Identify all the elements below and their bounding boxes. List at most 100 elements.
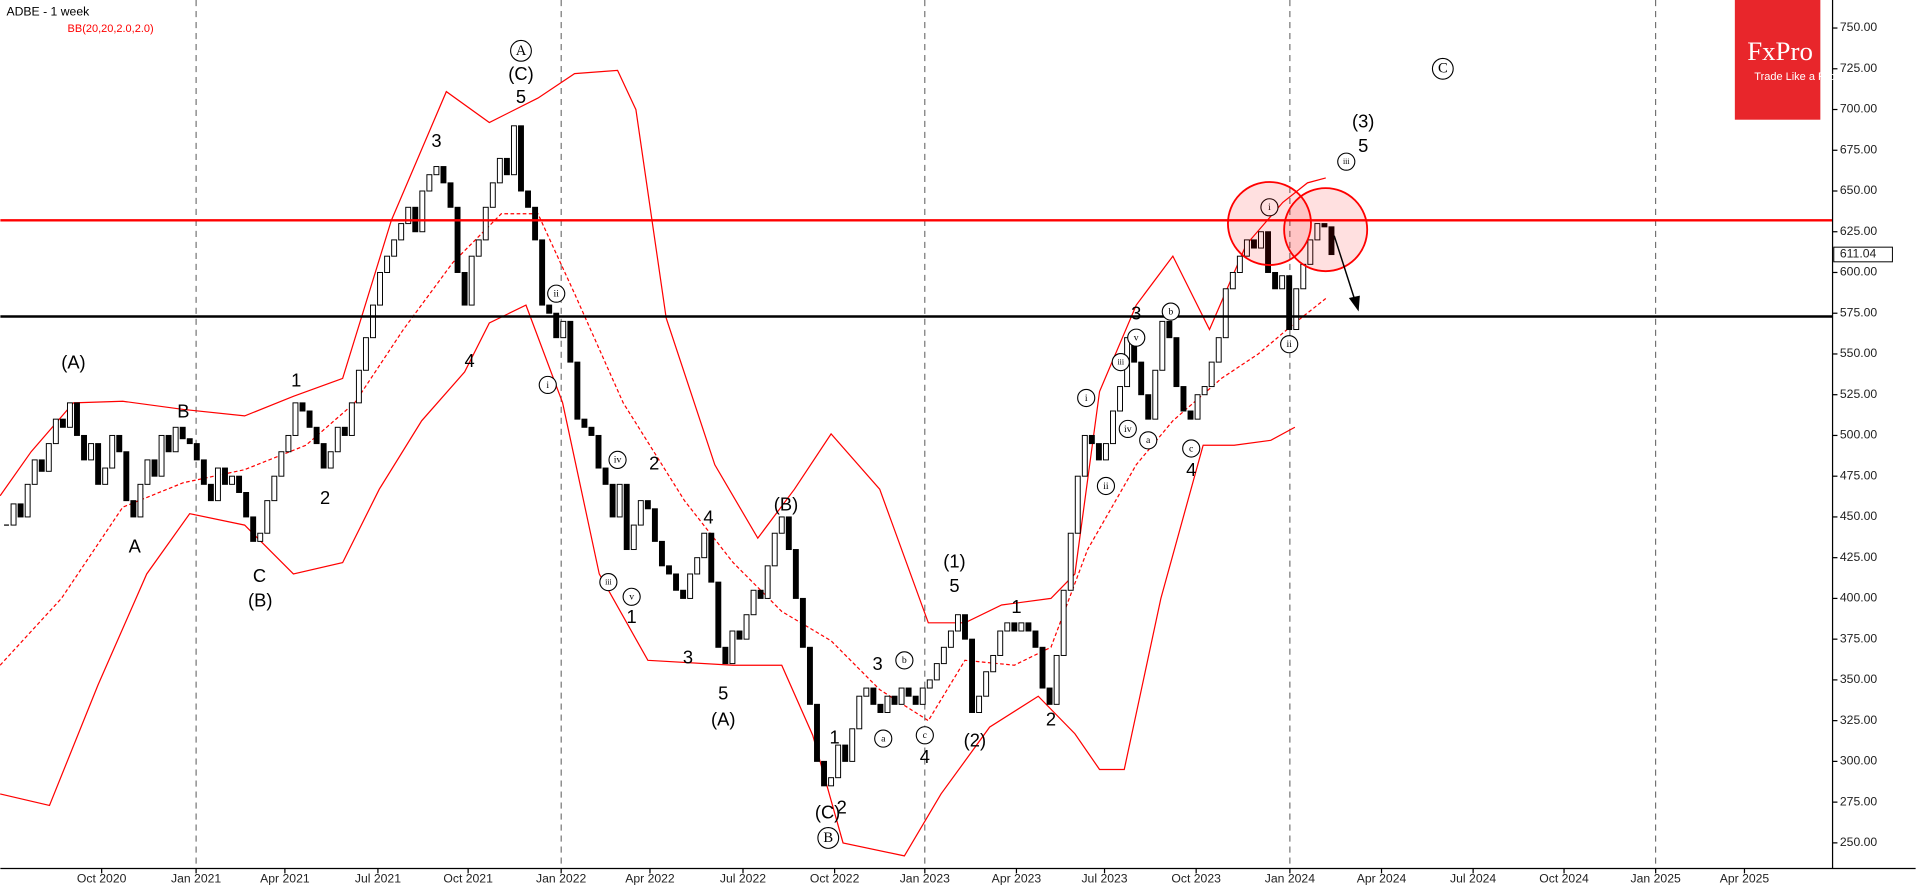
x-tick-label: Jan 2021 [171, 872, 221, 886]
candle [1117, 386, 1123, 412]
candle [179, 426, 186, 440]
candle [863, 687, 870, 697]
y-tick-label: 425.00 [1840, 550, 1878, 564]
x-tick-label: Jan 2022 [536, 872, 586, 886]
candle [355, 369, 362, 404]
candle [954, 614, 961, 632]
wave-label: (1) [943, 550, 965, 571]
candle [1258, 231, 1264, 249]
candle [102, 467, 109, 485]
candle [969, 638, 975, 713]
candle [722, 646, 729, 665]
x-tick-label: Oct 2022 [810, 872, 860, 886]
x-tick-label: Jan 2023 [900, 872, 950, 886]
candle [546, 304, 553, 314]
y-tick-label: 750.00 [1840, 20, 1878, 34]
candle [95, 443, 102, 485]
candle [1102, 443, 1109, 461]
candle [1039, 646, 1046, 689]
candle [990, 654, 997, 673]
candle [1272, 271, 1279, 290]
wave-circle [1118, 419, 1137, 439]
candle [912, 695, 919, 705]
x-tick-label: Jul 2022 [720, 872, 766, 886]
candle [701, 532, 708, 559]
candle [609, 483, 616, 518]
wave-label: 4 [464, 350, 474, 371]
candle [1222, 288, 1229, 339]
x-tick-label: Oct 2023 [1171, 872, 1221, 886]
wave-circle [510, 39, 532, 62]
wave-label: 4 [920, 746, 930, 767]
candle [785, 516, 792, 551]
candle [116, 434, 123, 453]
wave-label: a [1146, 435, 1151, 446]
candle [926, 679, 933, 689]
candle [680, 589, 687, 599]
candle [151, 459, 158, 477]
wave-label: C [1438, 61, 1448, 77]
candle [405, 206, 412, 225]
candle [898, 687, 905, 705]
y-tick-label: 525.00 [1840, 387, 1878, 401]
candle [849, 728, 856, 762]
candle [1046, 687, 1053, 705]
candle [1180, 386, 1187, 412]
candle [933, 663, 940, 681]
y-tick-label: 500.00 [1840, 428, 1878, 442]
candle [1279, 275, 1286, 290]
candle [1229, 271, 1236, 290]
wave-label: 3 [1131, 303, 1141, 324]
wave-label: 1 [291, 370, 301, 391]
wave-label: 3 [873, 653, 883, 674]
wave-label: ii [1286, 339, 1292, 350]
wave-circle [1161, 302, 1180, 321]
bollinger-band [0, 69, 1326, 624]
wave-label: 5 [949, 575, 959, 596]
candle [630, 524, 637, 551]
wave-label: (B) [248, 590, 272, 611]
candle [271, 475, 278, 502]
candle [193, 443, 200, 461]
candle [510, 125, 517, 176]
x-tick-label: Jan 2024 [1265, 872, 1315, 886]
wave-label: b [1168, 306, 1173, 317]
x-tick-label: Oct 2020 [77, 872, 127, 886]
candle [1011, 622, 1018, 632]
highlight-circle [1283, 187, 1369, 273]
wave-circle [1096, 476, 1116, 496]
candle [236, 475, 243, 493]
candle [292, 402, 299, 436]
y-tick-label: 350.00 [1840, 672, 1878, 686]
candle [891, 695, 898, 705]
candle [130, 500, 137, 518]
logo-box [1734, 0, 1821, 120]
wave-label: 1 [627, 606, 637, 627]
wave-label: v [629, 592, 634, 603]
wave-circle [1139, 431, 1158, 450]
candle [426, 174, 433, 192]
wave-label: B [823, 830, 833, 846]
candle [581, 418, 588, 428]
wave-label: i [1268, 202, 1271, 213]
candle [694, 557, 701, 575]
candle [736, 630, 743, 640]
candle [45, 443, 52, 472]
wave-circle [1077, 388, 1096, 408]
highlight-circle [1227, 181, 1312, 266]
wave-circle [608, 450, 627, 469]
candle [778, 516, 785, 534]
candle [828, 777, 835, 787]
candle [673, 573, 679, 591]
logo-name: FxPro [1747, 36, 1813, 66]
y-tick-label: 725.00 [1840, 61, 1878, 75]
candle [1067, 532, 1074, 591]
wave-label: c [923, 730, 928, 741]
wave-label: iii [1117, 358, 1124, 367]
candle [919, 687, 926, 705]
wave-label: (C) [508, 63, 533, 84]
wave-label: (B) [774, 493, 798, 514]
candle [377, 271, 383, 306]
candle [792, 549, 799, 599]
candle [757, 589, 764, 599]
